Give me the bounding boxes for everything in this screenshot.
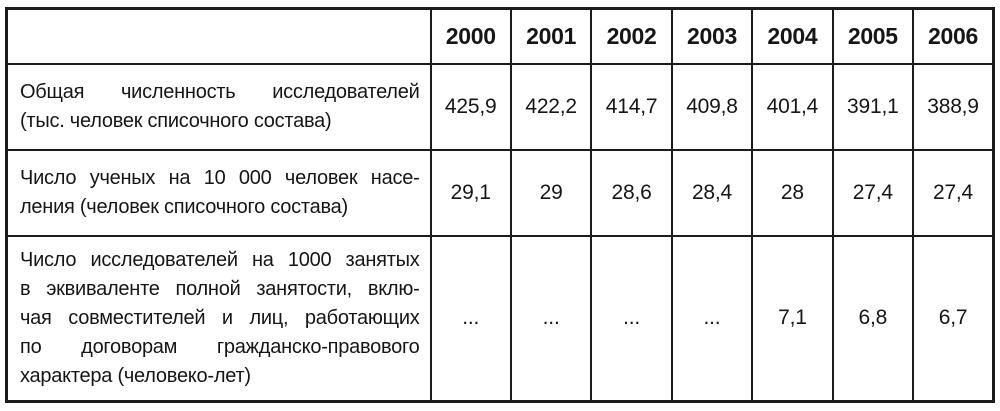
row-label: Общая численность исследователей (тыс. че… <box>5 62 432 151</box>
value-cell: 28,6 <box>590 148 673 237</box>
table-container: 2000 2001 2002 2003 2004 2005 2006 Общая… <box>5 7 995 403</box>
value-cell: 28,4 <box>670 148 754 237</box>
table-row: Число исследователей на 1000 занятых в эк… <box>5 234 995 403</box>
year-header: 2004 <box>751 7 834 65</box>
value-cell: ... <box>670 234 754 403</box>
value-cell: 6,8 <box>831 234 915 403</box>
table-row: Число ученых на 10 000 человек насе-лени… <box>5 148 995 237</box>
value-cell: ... <box>429 234 512 403</box>
year-header: 2006 <box>912 7 995 65</box>
value-cell: 6,7 <box>912 234 995 403</box>
value-cell: 388,9 <box>912 62 995 151</box>
value-cell: 425,9 <box>429 62 512 151</box>
row-label: Число исследователей на 1000 занятых в эк… <box>5 234 432 403</box>
corner-cell <box>5 7 432 65</box>
year-header: 2002 <box>590 7 673 65</box>
value-cell: 391,1 <box>831 62 915 151</box>
research-personnel-table: 2000 2001 2002 2003 2004 2005 2006 Общая… <box>5 7 995 403</box>
year-header: 2000 <box>429 7 512 65</box>
year-header: 2005 <box>831 7 915 65</box>
value-cell: 409,8 <box>670 62 754 151</box>
value-cell: 29 <box>509 148 593 237</box>
value-cell: 414,7 <box>590 62 673 151</box>
table-row: Общая численность исследователей (тыс. че… <box>5 62 995 151</box>
table-header-row: 2000 2001 2002 2003 2004 2005 2006 <box>5 7 995 65</box>
value-cell: 401,4 <box>751 62 834 151</box>
value-cell: 27,4 <box>912 148 995 237</box>
row-label: Число ученых на 10 000 человек насе-лени… <box>5 148 432 237</box>
value-cell: ... <box>590 234 673 403</box>
value-cell: 28 <box>751 148 834 237</box>
year-header: 2001 <box>509 7 593 65</box>
year-header: 2003 <box>670 7 754 65</box>
value-cell: 29,1 <box>429 148 512 237</box>
value-cell: ... <box>509 234 593 403</box>
value-cell: 7,1 <box>751 234 834 403</box>
value-cell: 422,2 <box>509 62 593 151</box>
value-cell: 27,4 <box>831 148 915 237</box>
